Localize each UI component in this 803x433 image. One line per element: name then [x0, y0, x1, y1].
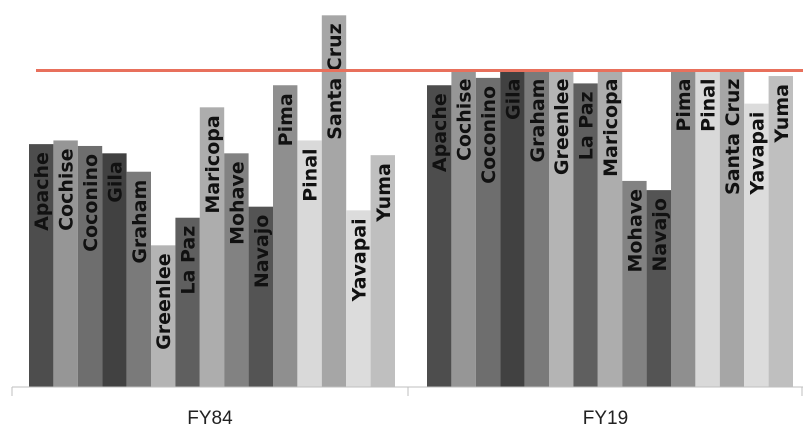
bar-fy19-navajo	[646, 190, 671, 387]
bar-label-fy19-la-paz: La Paz	[576, 91, 598, 160]
bar-label-fy84-santa-cruz: Santa Cruz	[324, 23, 346, 139]
bar-label-fy84-pima: Pima	[275, 93, 297, 146]
bar-fy19-cochise	[451, 70, 476, 388]
bar-fy19-pinal	[695, 70, 720, 388]
bar-fy84-pima	[273, 85, 298, 388]
bar-label-fy19-graham: Graham	[527, 79, 549, 163]
bar-label-fy84-mohave: Mohave	[226, 161, 248, 245]
category-label-fy19: FY19	[583, 408, 628, 429]
bar-label-fy19-coconino: Coconino	[478, 86, 500, 184]
bar-fy19-pima	[671, 70, 696, 388]
bar-label-fy84-apache: Apache	[31, 152, 53, 231]
bar-fy84-pinal	[297, 140, 322, 387]
bar-label-fy19-santa-cruz: Santa Cruz	[722, 79, 744, 195]
bar-label-fy19-yavapai: Yavapai	[746, 112, 768, 196]
bar-label-fy84-graham: Graham	[129, 180, 151, 264]
bar-fy19-coconino	[475, 77, 501, 387]
bar-fy84-cochise	[53, 140, 78, 387]
bar-fy19-greenlee	[549, 70, 574, 388]
bars-layer	[29, 15, 793, 388]
bar-fy84-greenlee	[151, 245, 176, 387]
bar-fy84-gila	[102, 153, 127, 387]
bar-fy84-coconino	[77, 145, 103, 387]
bar-fy19-gila	[500, 70, 525, 388]
bar-label-fy19-cochise: Cochise	[454, 79, 476, 161]
bar-fy19-yavapai	[744, 103, 769, 387]
bar-label-fy84-gila: Gila	[104, 161, 126, 202]
bar-label-fy19-yuma: Yuma	[771, 84, 793, 144]
bar-label-fy19-apache: Apache	[429, 93, 451, 172]
bar-label-fy19-pinal: Pinal	[698, 79, 720, 132]
bar-fy19-apache	[427, 85, 452, 388]
bar-label-fy84-greenlee: Greenlee	[153, 253, 175, 350]
bar-label-fy19-maricopa: Maricopa	[600, 79, 622, 177]
bar-label-fy84-cochise: Cochise	[56, 148, 78, 231]
category-label-fy84: FY84	[187, 408, 233, 429]
bar-fy84-mohave	[224, 153, 249, 387]
bar-label-fy84-maricopa: Maricopa	[202, 115, 224, 213]
bar-label-fy84-navajo: Navajo	[251, 215, 273, 289]
bar-fy84-navajo	[248, 206, 273, 387]
bar-label-fy19-pima: Pima	[673, 79, 695, 132]
bar-fy19-santa-cruz	[719, 70, 745, 388]
bar-fy84-santa-cruz	[321, 15, 347, 387]
bar-label-fy84-yavapai: Yavapai	[348, 218, 370, 302]
bar-fy19-mohave	[622, 180, 647, 387]
bar-fy84-yuma	[370, 155, 395, 387]
bar-label-fy19-mohave: Mohave	[624, 189, 646, 273]
bar-label-fy84-coconino: Coconino	[80, 154, 102, 252]
bar-fy84-yavapai	[346, 210, 371, 387]
bar-label-fy19-gila: Gila	[502, 79, 524, 120]
bar-fy84-apache	[29, 144, 54, 387]
bar-label-fy84-pinal: Pinal	[300, 148, 322, 201]
bar-fy84-graham	[126, 171, 151, 387]
bar-fy84-maricopa	[199, 107, 225, 387]
group-labels-layer: FY84 FY19	[187, 408, 628, 429]
bar-fy19-la-paz	[573, 83, 598, 388]
bar-fy19-graham	[524, 70, 549, 388]
bar-label-fy84-la-paz: La Paz	[178, 226, 200, 295]
bar-label-fy19-greenlee: Greenlee	[551, 79, 573, 176]
bar-fy19-yuma	[768, 76, 793, 387]
bar-fy84-la-paz	[175, 217, 200, 387]
bar-label-fy19-navajo: Navajo	[649, 198, 671, 272]
bar-fy19-maricopa	[597, 70, 623, 388]
bar-label-fy84-yuma: Yuma	[373, 163, 395, 223]
x-axis	[11, 386, 803, 396]
